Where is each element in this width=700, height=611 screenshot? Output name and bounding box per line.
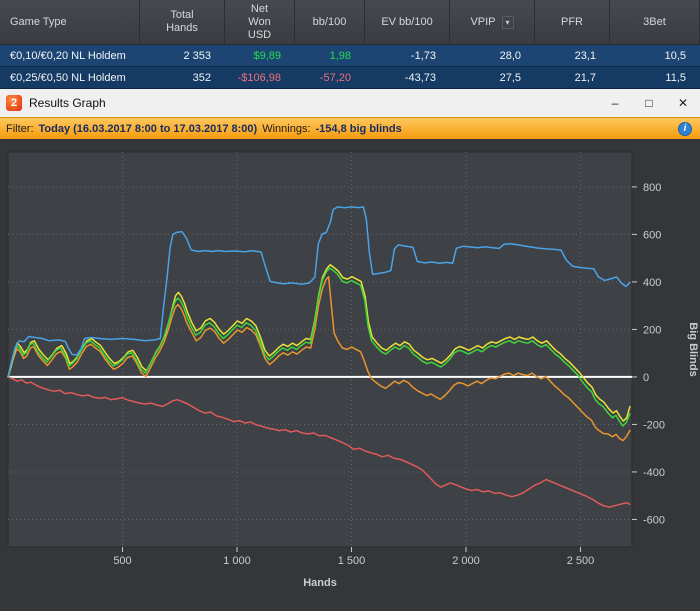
y-tick-label: 800 [643,182,661,194]
y-tick-label: 200 [643,324,661,336]
filter-label: Filter: [6,122,34,135]
table-row-nl-holdem-25-50[interactable]: €0,25/€0,50 NL Holdem 352 -$106,98 -57,2… [0,67,700,89]
series-orange-line [7,275,631,442]
window-title: Results Graph [29,96,106,110]
header-3bet[interactable]: 3Bet [610,0,700,45]
results-graph-chart: 800 600 400 200 0 -200 -400 -600 500 1 000 1 500 2 … [7,151,699,589]
vpip-dropdown-icon[interactable]: ▾ [501,15,514,29]
cell-ev-bb100: -43,73 [404,72,436,84]
cell-vpip: 28,0 [499,50,521,62]
y-tick-label: 600 [643,229,661,241]
y-axis-title: Big Blinds [687,322,699,376]
header-vpip[interactable]: VPIP ▾ [450,0,535,45]
y-tick-label: -200 [643,419,665,431]
x-axis-title: Hands [303,577,337,589]
y-tick-label: -400 [643,467,665,479]
filter-range-value: Today (16.03.2017 8:00 to 17.03.2017 8:0… [38,122,258,135]
header-ev-bb100[interactable]: EV bb/100 [365,0,450,45]
stats-header-row: Game Type Total Hands Net Won USD bb/100… [0,0,700,45]
cell-3bet: 11,5 [665,72,686,84]
cell-ev-bb100: -1,73 [410,50,436,62]
x-tick-label: 2 000 [452,555,480,567]
series-green-line [7,267,631,427]
plot-area [7,151,633,548]
cell-bb100: -57,20 [319,72,351,84]
close-button[interactable]: ✕ [677,96,689,110]
cell-3bet: 10,5 [664,50,686,62]
header-total-hands[interactable]: Total Hands [140,0,225,45]
table-row-nl-holdem-10-20[interactable]: €0,10/€0,20 NL Holdem 2 353 $9,89 1,98 -… [0,45,700,67]
cell-total-hands: 2 353 [183,50,211,62]
series-red-line [7,376,631,508]
window-controls: – □ ✕ [598,89,700,117]
series-blue-line [7,206,631,378]
app-icon: 2 [6,95,22,111]
cell-game-type: €0,10/€0,20 NL Holdem [10,50,126,62]
winnings-value: -154,8 big blinds [315,122,402,135]
header-net-won-usd[interactable]: Net Won USD [225,0,295,45]
info-icon[interactable]: i [678,121,692,136]
header-vpip-label: VPIP [470,15,496,28]
x-tick-label: 1 500 [338,555,366,567]
cell-vpip: 27,5 [499,72,521,84]
stats-table: Game Type Total Hands Net Won USD bb/100… [0,0,700,89]
cell-game-type: €0,25/€0,50 NL Holdem [10,72,126,84]
x-tick-label: 2 500 [567,555,595,567]
minimize-button[interactable]: – [611,96,619,110]
y-tick-label: 0 [643,372,649,384]
cell-bb100: 1,98 [329,50,351,62]
y-tick-label: -600 [643,514,665,526]
x-tick-label: 500 [113,555,131,567]
header-bb100[interactable]: bb/100 [295,0,365,45]
header-game-type[interactable]: Game Type [0,0,140,45]
results-graph-titlebar[interactable]: 2 Results Graph – □ ✕ [0,89,700,117]
winnings-label: Winnings: [262,122,311,135]
cell-pfr: 21,7 [574,72,596,84]
results-graph-chart-area: 800 600 400 200 0 -200 -400 -600 500 1 000 1 500 2 … [0,139,700,611]
cell-net-won: $9,89 [253,50,281,62]
x-tick-label: 1 000 [223,555,251,567]
maximize-button[interactable]: □ [645,96,653,110]
header-pfr[interactable]: PFR [535,0,610,45]
filter-bar: Filter: Today (16.03.2017 8:00 to 17.03.… [0,117,700,139]
cell-total-hands: 352 [192,72,211,84]
cell-pfr: 23,1 [574,50,596,62]
y-tick-label: 400 [643,277,661,289]
cell-net-won: -$106,98 [237,72,281,84]
